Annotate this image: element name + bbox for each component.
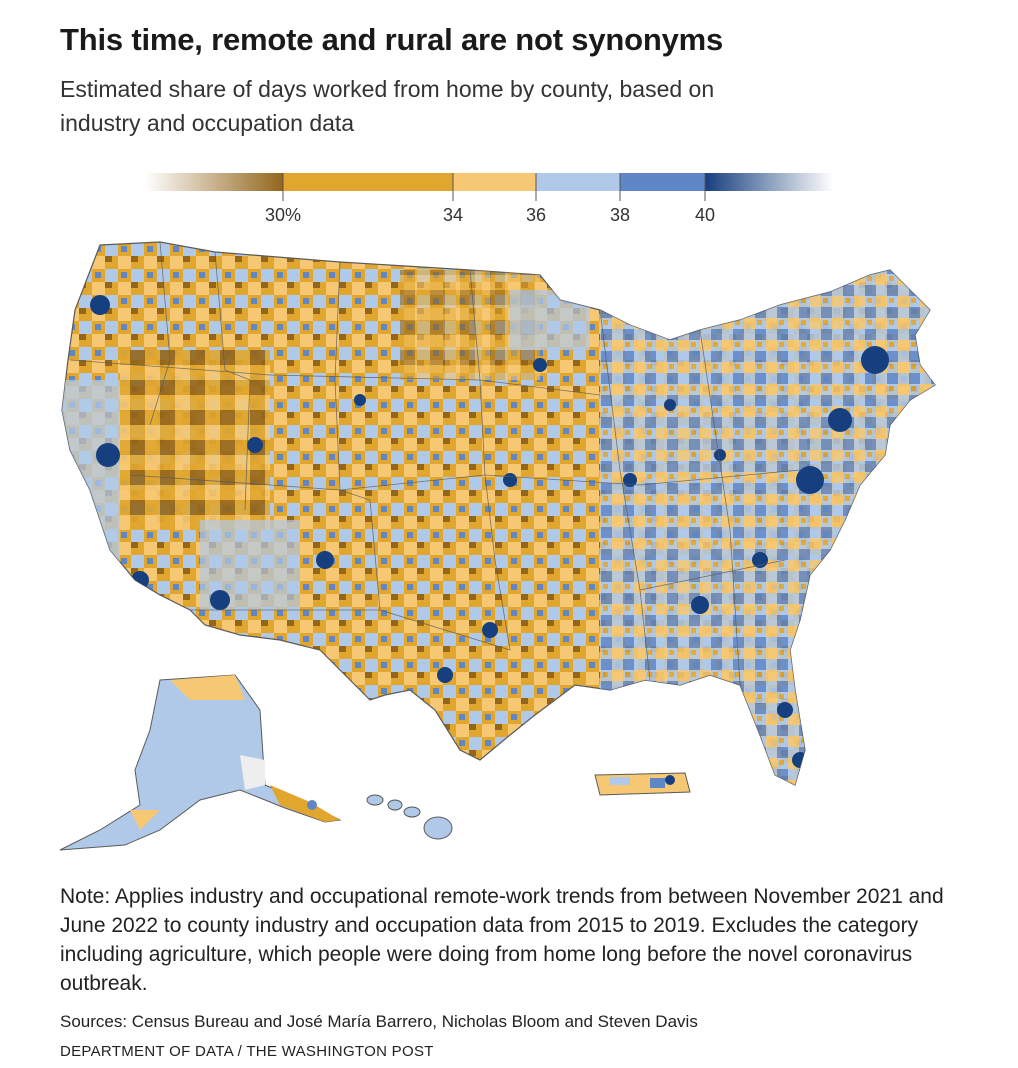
- legend-tick-30: 30%: [264, 205, 302, 225]
- chart-credit: DEPARTMENT OF DATA / THE WASHINGTON POST: [60, 1043, 434, 1060]
- legend-tick-34: 34: [442, 205, 464, 225]
- legend-bin-36-38: [536, 173, 620, 191]
- legend-bar: [145, 173, 833, 201]
- legend-bin-below-30: [145, 173, 283, 191]
- chart-sources: Sources: Census Bureau and José María Ba…: [60, 1012, 698, 1031]
- legend-bin-38-40: [620, 173, 705, 191]
- alaska: [59, 674, 342, 851]
- county-choropleth-map: [59, 241, 936, 851]
- color-legend: 30% 34 36 38 40: [0, 165, 1018, 235]
- hawaii: [366, 794, 453, 840]
- chart-note: Note: Applies industry and occupational …: [60, 885, 944, 995]
- legend-tick-36: 36: [525, 205, 547, 225]
- chart-subtitle: Estimated share of days worked from home…: [60, 76, 715, 136]
- legend-bin-34-36: [453, 173, 536, 191]
- puerto-rico: [594, 772, 691, 796]
- legend-bin-above-40: [705, 173, 833, 191]
- chart-title: This time, remote and rural are not syno…: [60, 22, 724, 57]
- legend-bin-30-34: [283, 173, 453, 191]
- legend-tick-38: 38: [609, 205, 631, 225]
- legend-tick-40: 40: [694, 205, 716, 225]
